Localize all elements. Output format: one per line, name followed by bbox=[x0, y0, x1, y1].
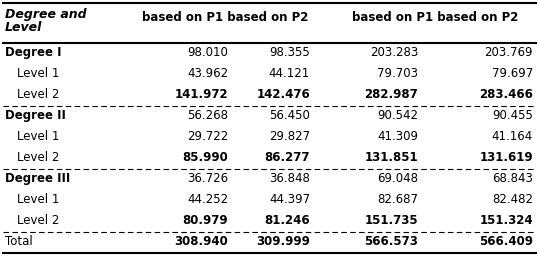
Text: Level 1: Level 1 bbox=[17, 67, 59, 80]
Text: 131.851: 131.851 bbox=[364, 151, 418, 164]
Text: Degree I: Degree I bbox=[5, 46, 61, 59]
Text: Level 2: Level 2 bbox=[17, 151, 59, 164]
Text: 44.252: 44.252 bbox=[187, 193, 228, 206]
Text: 282.987: 282.987 bbox=[364, 88, 418, 101]
Text: 141.972: 141.972 bbox=[174, 88, 228, 101]
Text: 131.619: 131.619 bbox=[479, 151, 533, 164]
Text: 142.476: 142.476 bbox=[256, 88, 310, 101]
Text: 566.573: 566.573 bbox=[364, 235, 418, 248]
Text: 41.309: 41.309 bbox=[377, 130, 418, 143]
Text: 98.010: 98.010 bbox=[187, 46, 228, 59]
Text: 56.268: 56.268 bbox=[187, 109, 228, 122]
Text: 36.848: 36.848 bbox=[269, 172, 310, 185]
Text: 82.687: 82.687 bbox=[377, 193, 418, 206]
Text: Level: Level bbox=[5, 21, 43, 34]
Text: Level 1: Level 1 bbox=[17, 130, 59, 143]
Text: Total: Total bbox=[5, 235, 33, 248]
Text: 82.482: 82.482 bbox=[492, 193, 533, 206]
Text: 86.277: 86.277 bbox=[265, 151, 310, 164]
Text: 56.450: 56.450 bbox=[269, 109, 310, 122]
Text: Level 1: Level 1 bbox=[17, 193, 59, 206]
Text: 283.466: 283.466 bbox=[479, 88, 533, 101]
Text: Level 2: Level 2 bbox=[17, 214, 59, 227]
Text: 203.769: 203.769 bbox=[485, 46, 533, 59]
Text: 79.697: 79.697 bbox=[492, 67, 533, 80]
Text: 80.979: 80.979 bbox=[182, 214, 228, 227]
Text: 151.735: 151.735 bbox=[364, 214, 418, 227]
Text: Degree III: Degree III bbox=[5, 172, 70, 185]
Text: 29.827: 29.827 bbox=[269, 130, 310, 143]
Text: 85.990: 85.990 bbox=[182, 151, 228, 164]
Text: 44.397: 44.397 bbox=[269, 193, 310, 206]
Text: 309.999: 309.999 bbox=[256, 235, 310, 248]
Text: 308.940: 308.940 bbox=[174, 235, 228, 248]
Text: 68.843: 68.843 bbox=[492, 172, 533, 185]
Text: 44.121: 44.121 bbox=[269, 67, 310, 80]
Text: 98.355: 98.355 bbox=[269, 46, 310, 59]
Text: Degree II: Degree II bbox=[5, 109, 66, 122]
Text: 203.283: 203.283 bbox=[370, 46, 418, 59]
Text: 81.246: 81.246 bbox=[264, 214, 310, 227]
Text: Level 2: Level 2 bbox=[17, 88, 59, 101]
Text: 36.726: 36.726 bbox=[187, 172, 228, 185]
Text: Degree and: Degree and bbox=[5, 8, 87, 21]
Text: 41.164: 41.164 bbox=[492, 130, 533, 143]
Text: 29.722: 29.722 bbox=[187, 130, 228, 143]
Text: 69.048: 69.048 bbox=[377, 172, 418, 185]
Text: 90.542: 90.542 bbox=[377, 109, 418, 122]
Text: based on P1 based on P2: based on P1 based on P2 bbox=[352, 11, 519, 24]
Text: 566.409: 566.409 bbox=[479, 235, 533, 248]
Text: 90.455: 90.455 bbox=[492, 109, 533, 122]
Text: 151.324: 151.324 bbox=[479, 214, 533, 227]
Text: 43.962: 43.962 bbox=[187, 67, 228, 80]
Text: 79.703: 79.703 bbox=[377, 67, 418, 80]
Text: based on P1 based on P2: based on P1 based on P2 bbox=[142, 11, 308, 24]
